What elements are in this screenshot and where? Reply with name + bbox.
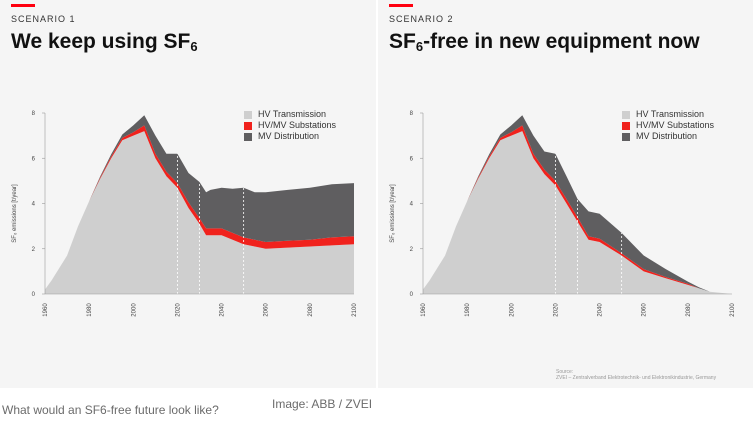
source-note: Source: ZVEI – Zentralverband Elektrotec… [556, 369, 716, 381]
legend-item: MV Distribution [622, 131, 714, 142]
x-tick-label: 1980 [465, 303, 471, 317]
headline-text-suffix: -free in new equipment now [423, 30, 700, 53]
source-label: Source: [556, 369, 574, 375]
legend-swatch [244, 110, 252, 119]
legend-label: HV/MV Substations [258, 120, 337, 130]
legend-item: MV Distribution [244, 131, 336, 142]
headline-text: SF [389, 30, 416, 53]
area-series-hv-transmission [45, 131, 354, 294]
legend-swatch [622, 132, 630, 141]
legend-swatch [244, 121, 252, 130]
x-tick-label: 2080 [686, 303, 692, 317]
y-tick-label: 8 [32, 111, 36, 117]
emissions-area-chart: 0 2 4 6 8 1960 1980 2000 2020 2040 2060 2080 2100 SF₆… [12, 111, 358, 317]
x-tick-label: 2100 [730, 303, 736, 317]
chart-legend: HV Transmission HV/MV Substations MV Dis… [244, 109, 336, 142]
x-tick-label: 2080 [308, 303, 314, 317]
y-tick-label: 6 [32, 156, 36, 162]
x-tick-label: 2020 [175, 303, 181, 317]
y-tick-label: 4 [32, 202, 36, 208]
scenario-2-panel: SCENARIO 2 SF6-free in new equipment now… [378, 0, 753, 388]
legend-item: HV Transmission [244, 109, 336, 120]
image-credit: Image: ABB / ZVEI [272, 397, 373, 411]
accent-bar [389, 4, 413, 7]
legend-label: HV Transmission [636, 109, 705, 119]
legend-swatch [622, 121, 630, 130]
chart-title: We keep using SF6 [11, 30, 198, 54]
y-tick-label: 2 [410, 247, 414, 253]
x-tick-label: 2040 [220, 303, 226, 317]
y-tick-label: 6 [410, 156, 414, 162]
x-tick-label: 2000 [131, 303, 137, 317]
headline-subscript: 6 [190, 39, 198, 54]
x-tick-label: 2100 [352, 303, 358, 317]
x-tick-label: 2000 [509, 303, 515, 317]
legend-swatch [622, 110, 630, 119]
x-tick-label: 2060 [264, 303, 270, 317]
y-tick-label: 2 [32, 247, 36, 253]
accent-bar [11, 4, 35, 7]
legend-swatch [244, 132, 252, 141]
x-tick-label: 2040 [598, 303, 604, 317]
legend-label: HV Transmission [258, 109, 327, 119]
legend-item: HV Transmission [622, 109, 714, 120]
y-tick-label: 8 [410, 111, 414, 117]
x-tick-label: 1980 [87, 303, 93, 317]
headline-subscript: 6 [415, 39, 424, 54]
x-tick-label: 1960 [421, 303, 427, 317]
legend-label: MV Distribution [636, 131, 698, 141]
y-tick-label: 0 [410, 292, 414, 298]
x-tick-label: 2020 [553, 303, 559, 317]
x-tick-label: 2060 [642, 303, 648, 317]
legend-item: HV/MV Substations [622, 120, 714, 131]
source-text: ZVEI – Zentralverband Elektrotechnik- un… [556, 375, 717, 381]
y-axis-label: SF₆ emissions [t/year] [12, 184, 18, 243]
chart-legend: HV Transmission HV/MV Substations MV Dis… [622, 109, 714, 142]
legend-item: HV/MV Substations [244, 120, 336, 131]
scenario-label: SCENARIO 1 [11, 14, 76, 24]
chart-title: SF6-free in new equipment now [389, 30, 700, 54]
legend-label: HV/MV Substations [636, 120, 715, 130]
area-series-mv-distribution [45, 115, 354, 290]
scenario-label: SCENARIO 2 [389, 14, 454, 24]
y-tick-label: 4 [410, 202, 414, 208]
headline-text: We keep using SF [11, 30, 191, 53]
area-series-hv-transmission [423, 131, 732, 294]
legend-label: MV Distribution [258, 131, 320, 141]
emissions-area-chart: 0 2 4 6 8 1960 1980 2000 2020 2040 2060 2080 2100 SF₆… [390, 111, 736, 317]
y-tick-label: 0 [32, 292, 36, 298]
scenario-1-panel: SCENARIO 1 We keep using SF6 0 2 4 6 8 1960 19… [0, 0, 376, 388]
y-axis-label: SF₆ emissions [t/year] [390, 184, 396, 243]
x-tick-label: 1960 [43, 303, 49, 317]
image-caption: What would an SF6-free future look like? [2, 403, 219, 417]
